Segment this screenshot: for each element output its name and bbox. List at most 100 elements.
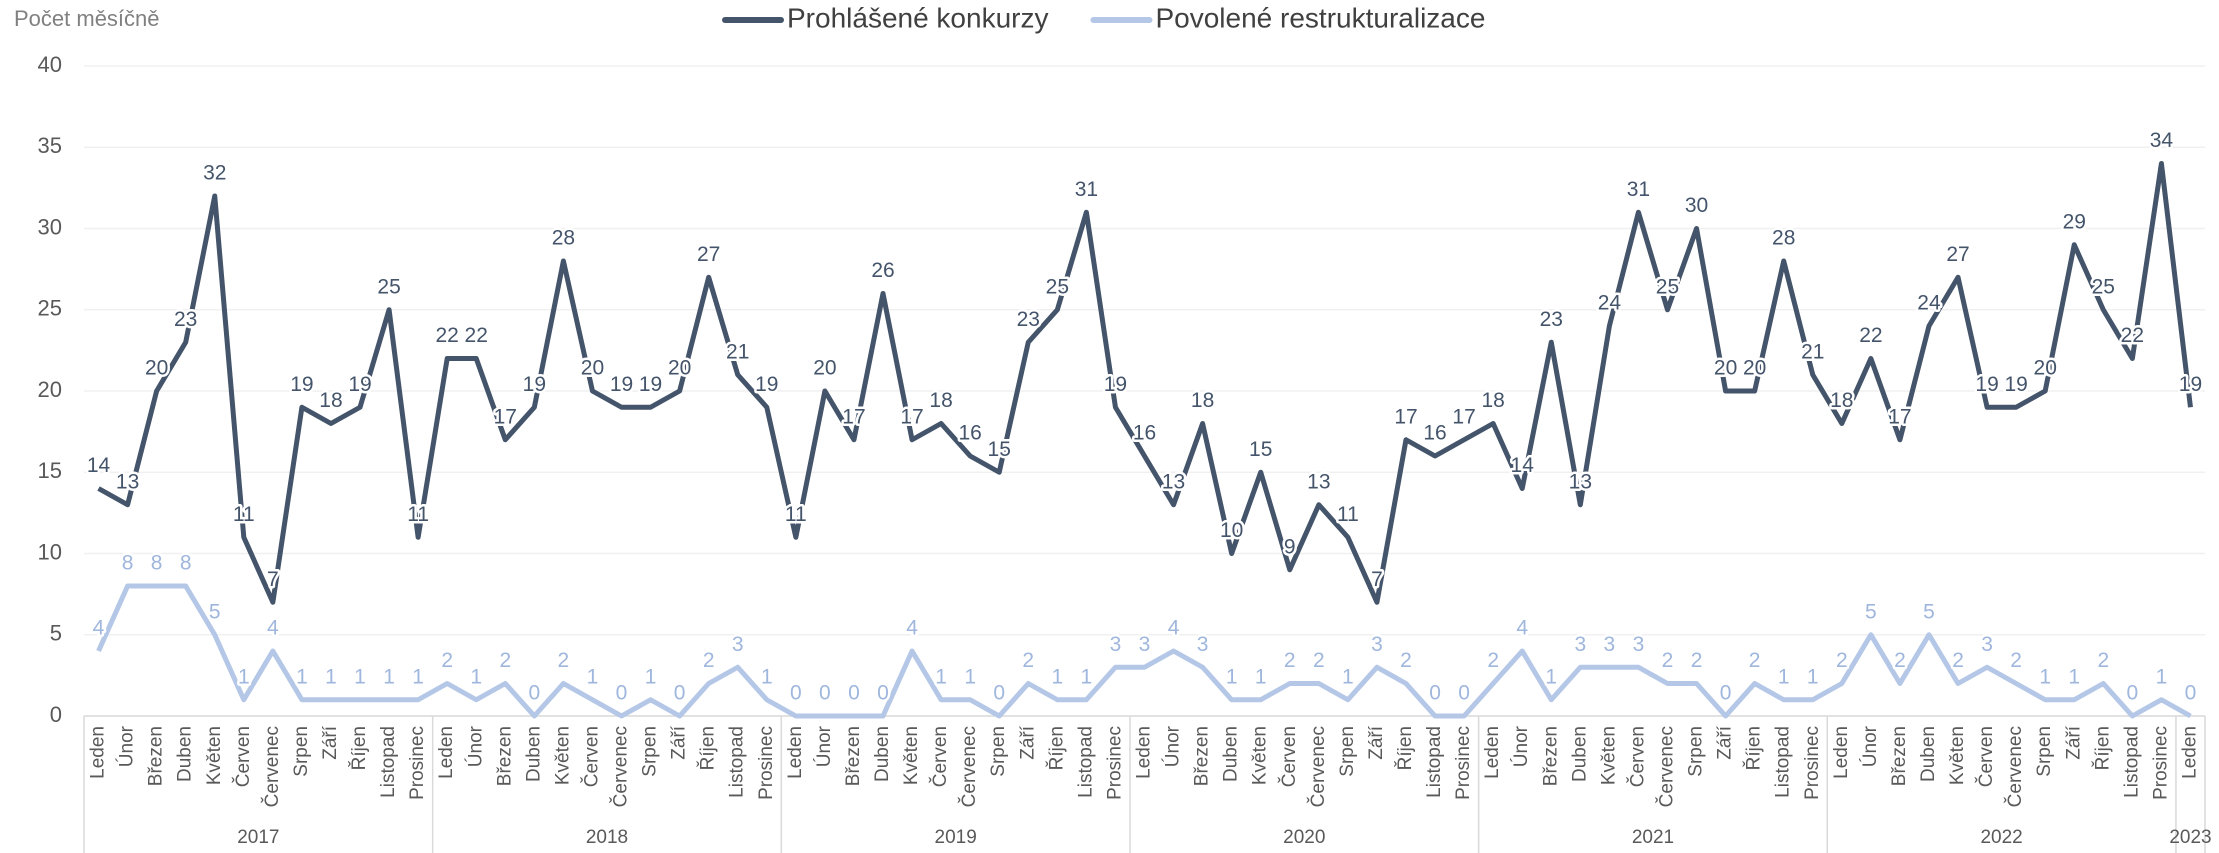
y-tick-label: 10 [38,539,62,564]
data-label: 34 [2150,129,2174,152]
x-tick-label: Únor [464,725,486,767]
data-label: 3 [1197,633,1209,656]
data-label: 0 [616,682,628,705]
x-tick-label: Srpen [291,726,312,777]
y-tick-label: 5 [50,621,62,646]
data-label: 2 [2097,649,2109,672]
data-label: 19 [523,373,546,396]
x-tick-label: Srpen [640,726,661,777]
data-label: 1 [587,665,599,688]
data-label: 29 [2063,210,2086,233]
x-tick-label: Květen [1598,726,1619,785]
data-label: 1 [354,665,366,688]
x-tick-label: Prosinec [2150,726,2171,800]
x-tick-label: Květen [1250,726,1271,785]
data-label: 22 [2121,324,2144,347]
x-tick-label: Srpen [1337,726,1358,777]
data-label: 1 [470,665,482,688]
x-tick-label: Srpen [2034,726,2055,777]
data-label: 32 [203,162,226,185]
x-tick-label: Květen [204,726,225,785]
data-label: 19 [639,373,662,396]
data-label: 18 [319,389,342,412]
x-tick-label: Listopad [2121,726,2142,798]
x-tick-label: Říjen [1743,726,1765,770]
y-tick-label: 25 [38,296,62,321]
data-label: 23 [1540,308,1563,331]
data-label: 2 [1691,649,1703,672]
data-label: 0 [1458,682,1470,705]
data-label: 15 [1249,438,1272,461]
x-tick-label: Červenec [1307,726,1329,807]
x-tick-label: Září [320,725,341,760]
data-label: 17 [494,405,517,428]
data-label: 20 [145,357,168,380]
data-label: 31 [1627,178,1650,201]
x-tick-label: Únor [116,725,138,767]
data-label: 1 [1051,665,1063,688]
data-label: 3 [1604,633,1616,656]
x-tick-label: Leden [436,726,457,779]
data-label: 19 [755,373,778,396]
data-label: 0 [1720,682,1732,705]
x-tick-label: Květen [901,726,922,785]
data-label: 20 [668,357,691,380]
data-label: 2 [1487,649,1499,672]
data-label: 18 [1830,389,1853,412]
data-label: 4 [906,617,918,640]
x-tick-label: Duben [1918,726,1939,782]
data-label: 2 [441,649,453,672]
x-tick-label: Březen [843,726,864,786]
data-label: 1 [1342,665,1354,688]
data-label: 23 [1017,308,1040,331]
data-label: 20 [1743,357,1766,380]
x-tick-label: Březen [1889,726,1910,786]
data-label: 5 [209,600,221,623]
x-tick-label: Březen [1540,726,1561,786]
x-tick-label: Září [669,725,690,760]
data-label: 18 [1191,389,1214,412]
data-label: 1 [1255,665,1267,688]
x-tick-label: Říjen [348,726,370,770]
data-label: 24 [1598,292,1622,315]
data-label: 0 [2185,682,2197,705]
data-label: 0 [877,682,889,705]
data-label: 11 [233,503,255,526]
data-label: 1 [935,665,947,688]
y-tick-label: 30 [38,214,62,239]
data-label: 7 [267,568,279,591]
data-label: 1 [964,665,976,688]
year-label: 2020 [1283,827,1325,848]
x-tick-label: Prosinec [1802,726,1823,800]
data-label: 1 [296,665,308,688]
y-axis-label: Počet měsíčně [14,6,160,31]
data-label: 11 [785,503,807,526]
data-label: 4 [1168,617,1180,640]
x-tick-label: Říjen [2091,726,2113,770]
data-label: 13 [1307,470,1330,493]
data-label: 8 [122,552,134,575]
data-label: 25 [1656,275,1679,298]
x-tick-label: Říjen [697,726,719,770]
x-tick-label: Listopad [1075,726,1096,798]
data-label: 17 [1888,405,1911,428]
data-label: 23 [174,308,197,331]
data-label: 2 [1952,649,1964,672]
data-label: 3 [1110,633,1122,656]
x-tick-label: Červenec [261,726,283,807]
data-label: 3 [732,633,744,656]
data-label: 28 [552,227,575,250]
x-tick-label: Duben [175,726,196,782]
x-tick-label: Prosinec [756,726,777,800]
x-tick-label: Červenec [610,726,632,807]
data-label: 8 [151,552,163,575]
data-label: 17 [1394,405,1417,428]
data-label: 2 [1022,649,1034,672]
data-label: 1 [1545,665,1557,688]
year-label: 2023 [2169,827,2211,848]
data-label: 3 [1981,633,1993,656]
x-tick-label: Srpen [1686,726,1707,777]
data-label: 9 [1284,535,1296,558]
data-label: 0 [529,682,541,705]
data-label: 1 [1807,665,1819,688]
